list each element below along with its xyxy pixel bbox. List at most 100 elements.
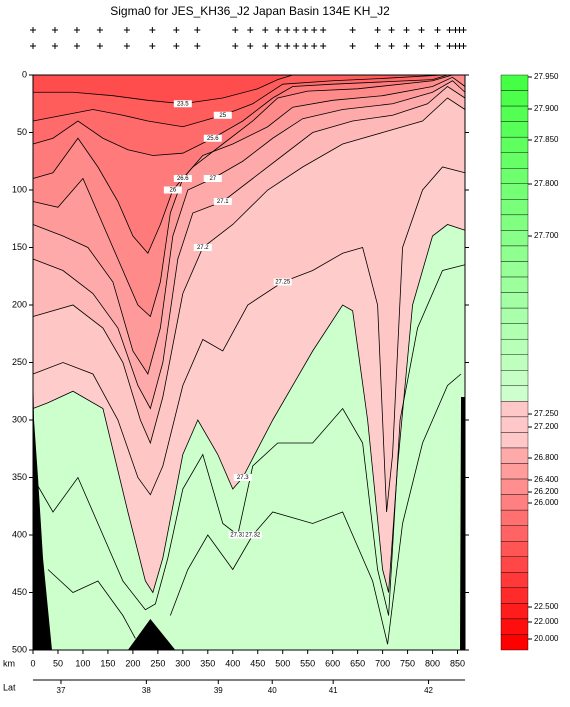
y-tick-label: 0: [22, 69, 27, 79]
station-marker: [320, 27, 327, 33]
station-marker: [349, 27, 356, 33]
contour-label: 26.6: [177, 176, 189, 182]
colorbar-cell: [500, 401, 529, 418]
lat-tick-label: 37: [57, 686, 66, 695]
station-marker: [434, 27, 441, 33]
station-marker: [434, 43, 441, 49]
station-marker: [302, 43, 309, 49]
x-tick-label: 850: [450, 658, 465, 668]
lat-tick-label: 38: [142, 686, 151, 695]
station-marker: [123, 27, 130, 33]
colorbar-label: 26.000: [534, 498, 559, 507]
colorbar-cell: [500, 370, 529, 387]
colorbar-cell: [500, 634, 529, 651]
x-tick-label: 650: [350, 658, 365, 668]
contour-label-box: [203, 134, 222, 142]
colorbar-cell: [500, 152, 529, 169]
station-marker: [302, 27, 309, 33]
lat-tick-label: 39: [214, 686, 223, 695]
colorbar-cell: [500, 354, 529, 371]
contour-line: [32, 74, 443, 128]
y-tick-label: 350: [12, 472, 27, 482]
station-marker: [446, 27, 453, 33]
y-tick-label: 150: [12, 242, 27, 252]
colorbar-cell: [500, 572, 529, 589]
contour-label: 25.6: [207, 136, 219, 142]
contour-label-box: [243, 531, 262, 539]
contour-label: 27.25: [275, 280, 291, 286]
station-marker: [388, 43, 395, 49]
station-marker: [284, 27, 291, 33]
x-tick-label: 100: [75, 658, 90, 668]
colorbar-cell: [500, 292, 529, 309]
colorbar-cell: [500, 245, 529, 262]
station-marker: [418, 43, 425, 49]
station-marker: [30, 43, 36, 49]
station-marker: [51, 43, 58, 49]
contour-label-box: [173, 100, 192, 108]
colorbar-label: 27.850: [534, 135, 559, 144]
contour-label: 27.31: [230, 533, 246, 539]
x-tick-label: 250: [150, 658, 165, 668]
station-marker: [388, 27, 395, 33]
contour-label: 27.2: [197, 245, 209, 251]
contour-label: 25: [219, 113, 226, 119]
station-marker: [247, 27, 254, 33]
station-marker: [173, 27, 180, 33]
station-marker: [293, 43, 300, 49]
colorbar-cell: [500, 541, 529, 557]
station-marker: [194, 43, 201, 49]
x-tick-label: 750: [400, 658, 415, 668]
y-tick-label: 400: [12, 529, 27, 539]
y-tick-label: 250: [12, 357, 27, 367]
lat-tick-label: 41: [329, 686, 338, 695]
colorbar-cell: [500, 494, 529, 511]
station-marker: [123, 43, 130, 49]
colorbar-cell: [500, 90, 529, 107]
station-marker: [149, 27, 156, 33]
station-marker: [96, 27, 103, 33]
station-marker: [262, 27, 269, 33]
station-marker: [232, 27, 239, 33]
colorbar-cell: [500, 463, 529, 480]
station-marker: [403, 43, 410, 49]
contour-line: [32, 85, 466, 410]
colorbar-label: 26.200: [534, 487, 559, 496]
contour-label-box: [273, 278, 292, 286]
colorbar-cell: [500, 416, 529, 433]
station-marker: [403, 27, 410, 33]
contour-label-box: [233, 474, 252, 481]
contour-label-box: [173, 175, 192, 182]
y-tick-label: 100: [12, 184, 27, 194]
contour-label-box: [193, 244, 212, 251]
station-marker: [374, 43, 381, 49]
colorbar-cell: [500, 432, 529, 449]
station-marker: [349, 43, 356, 49]
colorbar-cell: [500, 168, 529, 184]
contour-label-box: [228, 531, 247, 539]
colorbar-cell: [500, 199, 529, 216]
x-tick-label: 700: [375, 658, 390, 668]
station-marker: [284, 43, 291, 49]
y-tick-label: 450: [12, 587, 27, 597]
colorbar-label: 26.400: [534, 475, 559, 484]
contour-label-box: [213, 198, 232, 205]
contour-label: 27.3: [237, 475, 249, 481]
x-tick-label: 800: [425, 658, 440, 668]
station-marker: [247, 43, 254, 49]
lat-tick-label: 40: [268, 686, 277, 695]
colorbar-cell: [500, 261, 529, 278]
x-tick-label: 600: [325, 658, 340, 668]
contour-line: [32, 80, 466, 375]
station-marker: [320, 43, 327, 49]
x-tick-label: 300: [175, 658, 190, 668]
colorbar-cell: [500, 618, 529, 635]
x-tick-label: 150: [100, 658, 115, 668]
x-tick-label: 350: [200, 658, 215, 668]
x-tick-label: 450: [250, 658, 265, 668]
station-marker: [275, 43, 282, 49]
station-marker: [30, 27, 36, 33]
station-marker: [73, 43, 80, 49]
colorbar-cell: [500, 447, 529, 464]
